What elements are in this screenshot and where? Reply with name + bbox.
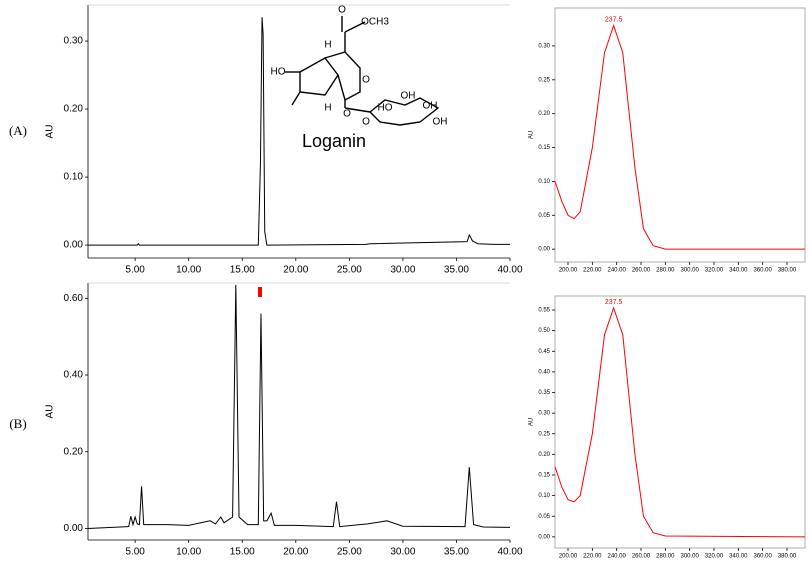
plot-frame: [554, 7, 806, 263]
atom: O: [362, 75, 370, 86]
x-tick-label: 30.00: [390, 547, 415, 558]
x-tick-label: 35.00: [444, 265, 469, 276]
y-axis-label: AU: [45, 405, 56, 419]
x-tick-label: 20.00: [283, 265, 308, 276]
bond: [299, 57, 339, 96]
bond: [344, 107, 371, 113]
x-tick-label: 380.00: [778, 268, 797, 274]
x-tick-label: 220.00: [583, 268, 602, 274]
y-tick-label: 0.25: [538, 77, 550, 83]
x-tick-label: 220.00: [583, 554, 602, 560]
atom: OH: [423, 101, 438, 112]
atom: O: [343, 109, 351, 120]
peak-label: 237.5: [605, 299, 623, 306]
x-tick-label: 20.00: [283, 547, 308, 558]
x-tick-label: 35.00: [444, 547, 469, 558]
y-tick-label: 0.45: [538, 349, 550, 355]
y-tick-label: 0.00: [64, 240, 84, 251]
series-line: [88, 17, 510, 246]
y-tick-label: 0.00: [64, 523, 84, 534]
y-tick-label: 0.25: [538, 431, 550, 437]
x-tick-label: 15.00: [230, 265, 255, 276]
x-tick-label: 200.00: [559, 554, 578, 560]
x-tick-label: 300.00: [680, 268, 699, 274]
y-tick-label: 0.15: [538, 473, 550, 479]
y-tick-label: 0.30: [538, 411, 550, 417]
y-axis-label: AU: [529, 418, 535, 426]
x-tick-label: 10.00: [176, 265, 201, 276]
atom: OH: [401, 91, 416, 102]
atom: H: [324, 103, 331, 114]
x-tick-label: 25.00: [337, 547, 362, 558]
atom: O: [338, 5, 346, 16]
x-tick-label: 200.00: [559, 268, 578, 274]
x-tick-label: 360.00: [753, 554, 772, 560]
x-tick-label: 40.00: [497, 547, 522, 558]
x-tick-label: 340.00: [729, 268, 748, 274]
x-tick-label: 320.00: [705, 268, 724, 274]
y-tick-label: 0.05: [538, 213, 550, 219]
panel-label: (A): [9, 123, 27, 138]
y-tick-label: 0.30: [538, 44, 550, 50]
y-tick-label: 0.20: [538, 452, 550, 458]
x-tick-label: 240.00: [607, 554, 626, 560]
atom: OH: [433, 117, 448, 128]
y-tick-label: 0.10: [538, 179, 550, 185]
y-tick-label: 0.30: [64, 36, 84, 47]
x-tick-label: 300.00: [680, 554, 699, 560]
x-tick-label: 280.00: [656, 554, 675, 560]
y-tick-label: 0.60: [64, 293, 84, 304]
y-tick-label: 0.20: [64, 104, 84, 115]
bond: [291, 91, 301, 106]
y-tick-label: 0.50: [538, 328, 550, 334]
x-tick-label: 360.00: [753, 268, 772, 274]
loganin-structure: OCH3 O HO H O H O HO OH OH OH O Loganin: [271, 5, 448, 151]
y-tick-label: 0.00: [538, 534, 550, 540]
atom: OCH3: [361, 17, 389, 28]
y-tick-label: 0.55: [538, 308, 550, 314]
y-axis-label: AU: [529, 131, 535, 139]
y-axis-label: AU: [45, 125, 56, 139]
bond: [344, 21, 366, 33]
x-tick-label: 340.00: [729, 554, 748, 560]
atom: HO: [271, 67, 286, 78]
y-tick-label: 0.40: [64, 370, 84, 381]
peak-marker: [258, 287, 262, 297]
x-tick-label: 260.00: [632, 268, 651, 274]
x-tick-label: 240.00: [607, 268, 626, 274]
x-tick-label: 5.00: [125, 547, 145, 558]
bond: [324, 51, 361, 102]
compound-name: Loganin: [302, 131, 366, 151]
y-tick-label: 0.20: [538, 111, 550, 117]
x-tick-label: 10.00: [176, 547, 201, 558]
y-tick-label: 0.10: [538, 493, 550, 499]
bond: [369, 97, 440, 126]
atom: O: [362, 117, 370, 128]
peak-label: 237.5: [605, 16, 623, 23]
series-line: [87, 284, 511, 529]
y-tick-label: 0.15: [538, 145, 550, 151]
y-tick-label: 0.00: [538, 247, 550, 253]
atom: HO: [378, 103, 393, 114]
y-tick-label: 0.20: [64, 446, 84, 457]
x-tick-label: 320.00: [705, 554, 724, 560]
panel-label: (B): [9, 416, 26, 431]
series-line: [554, 24, 805, 250]
x-tick-label: 40.00: [497, 265, 522, 276]
x-tick-label: 280.00: [656, 268, 675, 274]
atom: H: [324, 40, 331, 51]
x-tick-label: 30.00: [390, 265, 415, 276]
x-tick-label: 260.00: [632, 554, 651, 560]
plot-frame: [554, 295, 806, 549]
y-tick-label: 0.40: [538, 369, 550, 375]
x-tick-label: 5.00: [125, 265, 145, 276]
x-tick-label: 380.00: [778, 554, 797, 560]
series-line: [554, 306, 806, 538]
x-tick-label: 15.00: [230, 547, 255, 558]
y-tick-label: 0.10: [64, 172, 84, 183]
y-tick-label: 0.05: [538, 514, 550, 520]
x-tick-label: 25.00: [337, 265, 362, 276]
y-tick-label: 0.35: [538, 390, 550, 396]
